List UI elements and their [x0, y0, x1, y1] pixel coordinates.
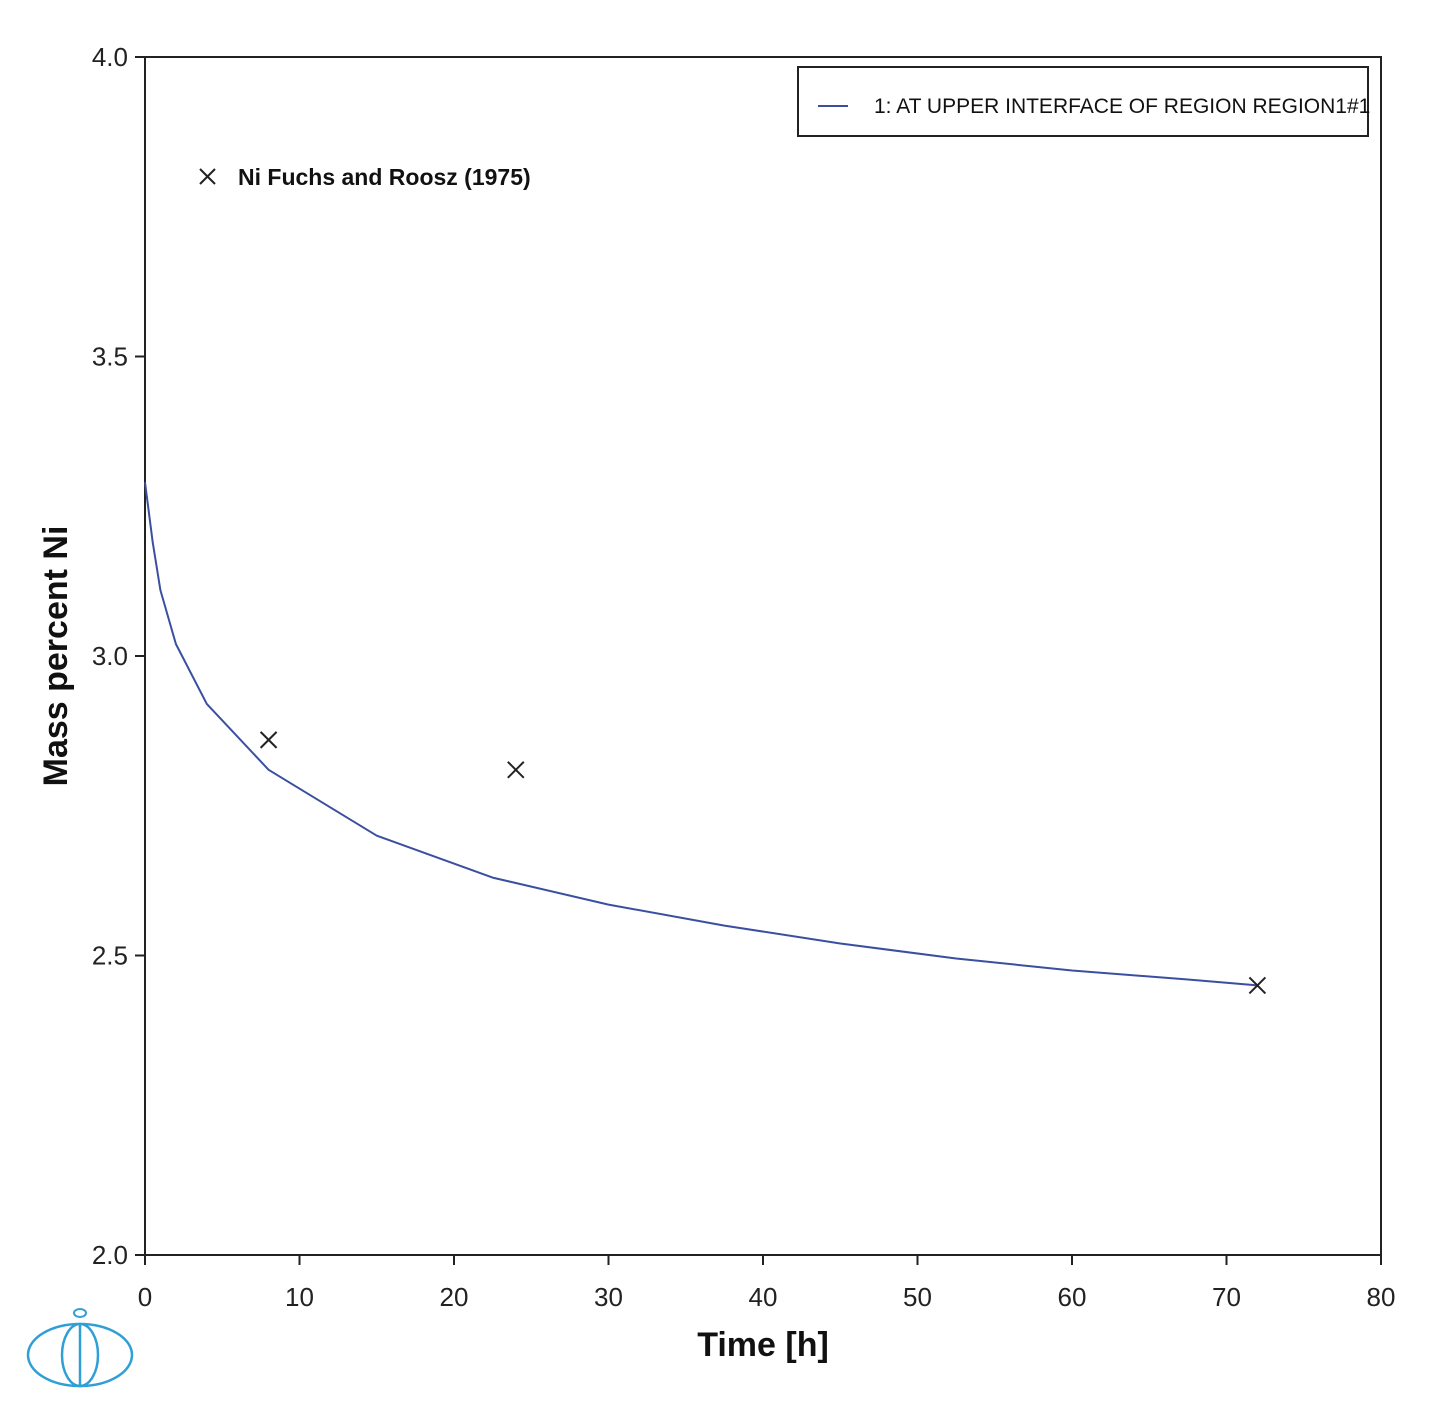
x-axis-title: Time [h]	[697, 1326, 829, 1364]
y-tick-label: 2.0	[92, 1240, 128, 1270]
y-tick-label: 3.0	[92, 641, 128, 671]
data-point-marker	[1248, 976, 1267, 995]
data-point-marker	[507, 761, 525, 779]
y-tick-label: 4.0	[92, 42, 128, 72]
scatter-annotation: Ni Fuchs and Roosz (1975)	[199, 164, 531, 190]
x-tick-label: 0	[138, 1282, 152, 1312]
x-tick-label: 70	[1212, 1282, 1241, 1312]
y-tick-label: 3.5	[92, 342, 128, 372]
plot-frame	[144, 56, 1382, 1256]
series-line-simulation	[144, 482, 1258, 987]
legend-box	[797, 66, 1369, 137]
x-tick-label: 40	[749, 1282, 778, 1312]
x-tick-label: 10	[285, 1282, 314, 1312]
x-tick-label: 60	[1058, 1282, 1087, 1312]
x-axis: 0 10 20 30 40 50 60 70 80	[138, 1255, 1396, 1312]
x-tick-label: 50	[903, 1282, 932, 1312]
y-axis-title: Mass percent Ni	[37, 526, 75, 787]
annotation-x-marker	[199, 168, 216, 185]
annotation-experimental-label: Ni Fuchs and Roosz (1975)	[238, 164, 531, 190]
legend-entry-simulation: 1: AT UPPER INTERFACE OF REGION REGION1#…	[874, 95, 1370, 118]
logo-icon	[26, 1308, 134, 1388]
data-point-marker	[259, 731, 278, 749]
series-layer	[144, 482, 1267, 995]
x-tick-label: 80	[1367, 1282, 1396, 1312]
x-tick-label: 30	[594, 1282, 623, 1312]
x-tick-label: 20	[440, 1282, 469, 1312]
y-tick-label: 2.5	[92, 941, 128, 971]
legend: 1: AT UPPER INTERFACE OF REGION REGION1#…	[797, 66, 1370, 137]
y-axis: 2.0 2.5 3.0 3.5 4.0	[92, 42, 145, 1270]
